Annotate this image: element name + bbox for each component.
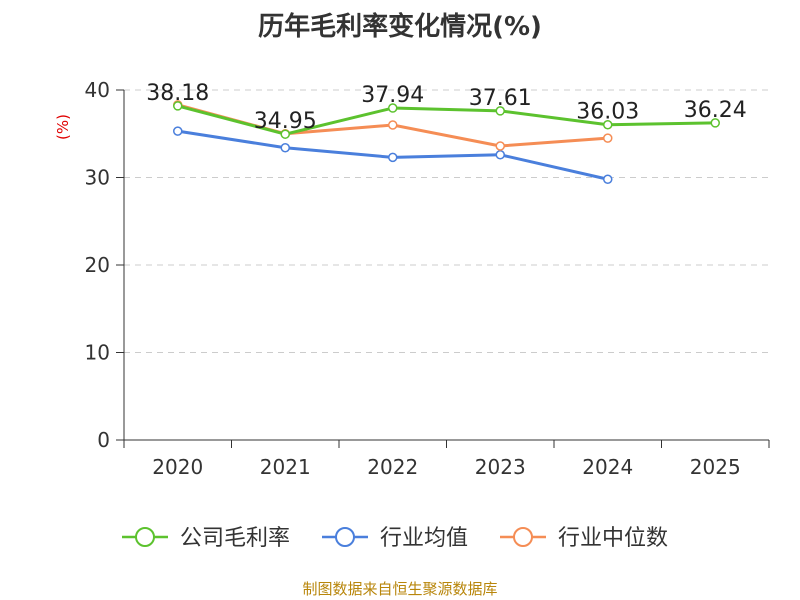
- data-point: [495, 150, 505, 160]
- data-point: [603, 119, 613, 130]
- data-point: [388, 120, 398, 130]
- data-labels: 38.18 34.95 37.94 37.61 36.03 36.24: [146, 81, 746, 134]
- data-point: [495, 141, 505, 151]
- y-tick-label: 40: [85, 78, 110, 102]
- legend-marker: [135, 527, 155, 547]
- legend-marker: [513, 527, 533, 547]
- series-line-0: [177, 104, 716, 136]
- x-tick-label: 2022: [367, 455, 418, 479]
- data-point: [280, 143, 290, 153]
- series-lines: [173, 100, 720, 184]
- data-point: [388, 103, 398, 113]
- legend-label: 行业中位数: [558, 526, 668, 551]
- data-point: [603, 174, 613, 184]
- axes: [116, 89, 770, 448]
- data-label: 36.24: [684, 98, 747, 123]
- data-point: [495, 106, 505, 116]
- data-label: 37.61: [469, 86, 532, 111]
- data-point: [388, 152, 398, 163]
- data-label: 37.94: [361, 83, 424, 108]
- data-point: [173, 101, 183, 111]
- y-tick-labels: 0 10 20 30 40: [85, 78, 110, 452]
- legend-label: 行业均值: [380, 526, 468, 551]
- legend: 公司毛利率 行业均值 行业中位数: [122, 526, 668, 551]
- y-tick-label: 0: [97, 428, 110, 452]
- x-tick-label: 2025: [690, 455, 741, 479]
- data-point: [173, 126, 183, 136]
- data-label: 36.03: [576, 100, 639, 125]
- x-tick-labels: 2020 2021 2022 2023 2024 2025: [152, 455, 740, 479]
- y-tick-label: 30: [85, 166, 110, 190]
- x-tick-label: 2020: [152, 455, 203, 479]
- data-point: [280, 129, 290, 139]
- x-tick-label: 2024: [582, 455, 633, 479]
- data-label: 38.18: [146, 81, 209, 106]
- data-label: 34.95: [254, 109, 317, 134]
- legend-label: 公司毛利率: [180, 526, 290, 551]
- y-tick-label: 10: [85, 341, 110, 365]
- data-point: [603, 133, 613, 143]
- source-note: 制图数据来自恒生聚源数据库: [302, 580, 498, 598]
- y-axis-label: (%): [54, 114, 72, 140]
- x-tick-label: 2021: [260, 455, 311, 479]
- y-tick-label: 20: [85, 253, 110, 277]
- x-tick-label: 2023: [475, 455, 526, 479]
- data-point: [710, 118, 720, 128]
- chart-title: 历年毛利率变化情况(%): [258, 12, 542, 42]
- grid-lines: [124, 89, 769, 353]
- legend-marker: [335, 527, 355, 547]
